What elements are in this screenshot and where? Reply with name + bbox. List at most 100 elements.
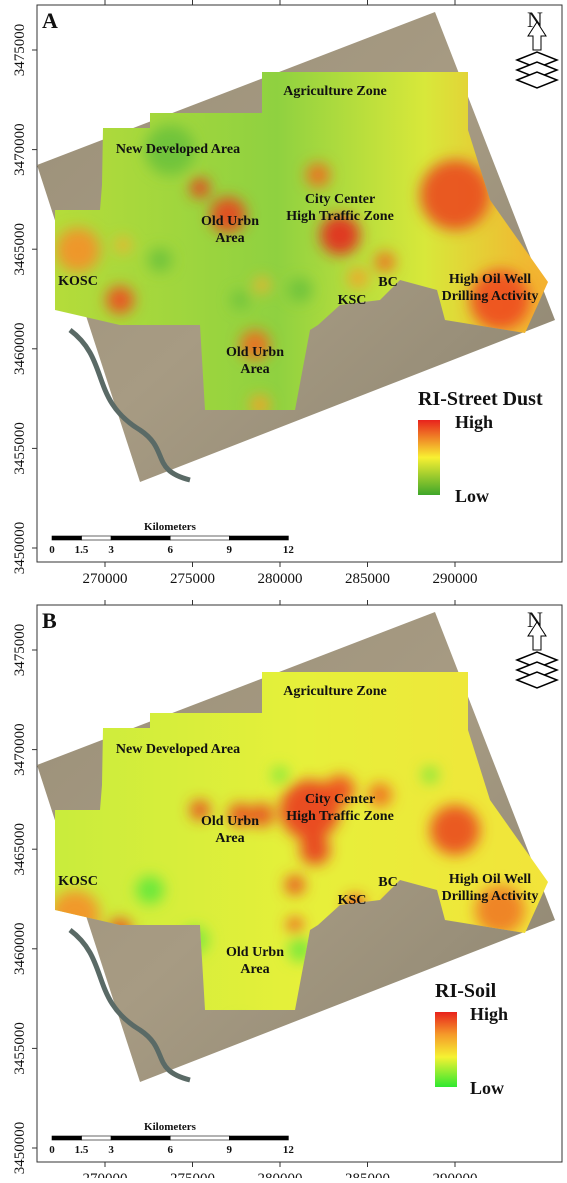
area-label: KOSC: [58, 874, 98, 889]
y-tick-label: 3475000: [12, 24, 28, 77]
scale-tick-label: 12: [283, 544, 295, 556]
scale-segment: [52, 536, 82, 540]
y-tick-label: 3470000: [12, 123, 28, 176]
x-tick-label: 285000: [345, 1171, 390, 1178]
x-tick-label: 290000: [433, 571, 478, 587]
legend-high: High: [470, 1004, 508, 1024]
area-label: New Developed Area: [116, 142, 240, 157]
label-line: BC: [378, 275, 397, 290]
scale-segment: [82, 1136, 112, 1140]
panel-letter: A: [42, 8, 58, 33]
label-line: Old Urbn: [201, 814, 259, 829]
legend-low: Low: [455, 486, 489, 506]
y-tick-label: 3455000: [12, 1022, 28, 1075]
scale-segment: [52, 1136, 82, 1140]
scale-tick-label: 3: [108, 544, 114, 556]
scale-tick-label: 1.5: [75, 544, 89, 556]
y-tick-label: 3465000: [12, 823, 28, 876]
x-tick-label: 285000: [345, 571, 390, 587]
hotspot: [285, 875, 305, 895]
label-line: Area: [240, 362, 269, 377]
scale-tick-label: 1.5: [75, 1144, 89, 1156]
y-tick-label: 3465000: [12, 223, 28, 276]
hotspot: [148, 248, 172, 272]
label-line: Old Urbn: [201, 214, 259, 229]
hotspot: [422, 767, 438, 783]
map-panel: A Agriculture Zone New Developed Area Old U…: [12, 0, 562, 587]
label-line: Old Urbn: [226, 945, 284, 960]
x-tick-label: 275000: [170, 571, 215, 587]
label-line: BC: [378, 875, 397, 890]
hotspot: [190, 178, 210, 198]
scale-tick-label: 0: [49, 544, 55, 556]
scale-segment: [111, 536, 170, 540]
y-tick-label: 3475000: [12, 624, 28, 677]
scale-title: Kilometers: [144, 521, 197, 533]
legend-title: RI-Soil: [435, 980, 497, 1002]
area-label: KSC: [338, 893, 367, 908]
scale-segment: [82, 536, 112, 540]
x-tick-label: 280000: [258, 571, 303, 587]
hotspot: [231, 291, 249, 309]
label-line: Area: [215, 831, 244, 846]
scale-tick-label: 6: [167, 1144, 173, 1156]
hotspot: [300, 835, 330, 865]
y-tick-label: 3460000: [12, 923, 28, 976]
x-tick-label: 270000: [83, 1171, 128, 1178]
y-tick-label: 3450000: [12, 1122, 28, 1175]
scale-tick-label: 12: [283, 1144, 295, 1156]
y-tick-label: 3450000: [12, 522, 28, 575]
label-line: City Center: [305, 792, 375, 807]
scale-tick-label: 0: [49, 1144, 55, 1156]
hotspot: [272, 767, 288, 783]
x-tick-label: 275000: [170, 1171, 215, 1178]
hotspot: [56, 228, 100, 272]
area-label: KSC: [338, 293, 367, 308]
hotspot: [106, 286, 134, 314]
legend-ramp: [435, 1012, 457, 1087]
legend-ramp: [418, 420, 440, 495]
hotspot: [287, 917, 303, 933]
label-line: Agriculture Zone: [283, 684, 387, 699]
hotspot: [430, 805, 480, 855]
hotspot: [420, 160, 490, 230]
scale-tick-label: 3: [108, 1144, 114, 1156]
scale-segment: [111, 1136, 170, 1140]
scale-tick-label: 9: [227, 1144, 233, 1156]
panel-letter: B: [42, 608, 57, 633]
area-label: BC: [378, 875, 397, 890]
label-line: New Developed Area: [116, 142, 240, 157]
legend-title: RI-Street Dust: [418, 388, 543, 410]
hotspot: [136, 876, 164, 904]
label-line: KOSC: [58, 874, 98, 889]
x-tick-label: 270000: [83, 571, 128, 587]
hotspot: [348, 268, 368, 288]
label-line: High Oil Well: [449, 272, 531, 287]
label-line: City Center: [305, 192, 375, 207]
label-line: Drilling Activity: [442, 289, 539, 304]
label-line: KSC: [338, 293, 367, 308]
y-tick-label: 3460000: [12, 323, 28, 376]
hotspot: [288, 278, 312, 302]
hotspot: [375, 252, 395, 272]
legend-high: High: [455, 412, 493, 432]
area-label: New Developed Area: [116, 742, 240, 757]
scale-segment: [170, 1136, 229, 1140]
hotspot: [306, 163, 330, 187]
hotspot: [254, 277, 270, 293]
figure: A Agriculture Zone New Developed Area Old U…: [0, 0, 567, 1178]
label-line: New Developed Area: [116, 742, 240, 757]
area-label: BC: [378, 275, 397, 290]
scale-segment: [229, 536, 288, 540]
label-line: High Oil Well: [449, 872, 531, 887]
scale-title: Kilometers: [144, 1121, 197, 1133]
label-line: High Traffic Zone: [286, 809, 394, 824]
y-tick-label: 3470000: [12, 723, 28, 776]
label-line: Area: [240, 962, 269, 977]
label-line: Agriculture Zone: [283, 84, 387, 99]
legend-low: Low: [470, 1078, 504, 1098]
label-line: KOSC: [58, 274, 98, 289]
scale-segment: [229, 1136, 288, 1140]
label-line: Old Urbn: [226, 345, 284, 360]
map-panel: B Agriculture Zone New Developed Area Old U…: [12, 600, 562, 1178]
